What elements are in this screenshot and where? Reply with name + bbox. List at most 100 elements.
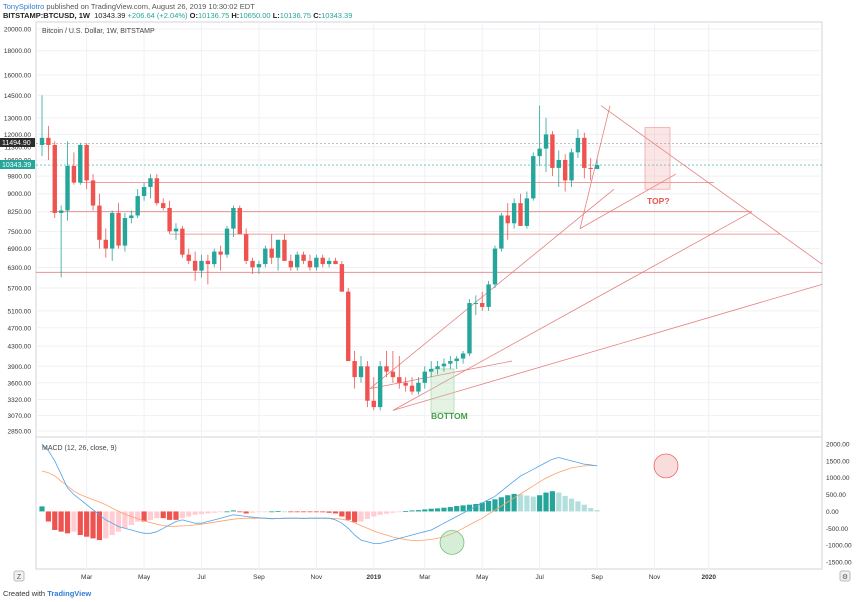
time-tick-label: Sep <box>591 574 603 581</box>
histogram-bar <box>479 502 485 512</box>
candle-body <box>205 260 211 265</box>
settings-button[interactable] <box>13 570 25 582</box>
histogram-bar <box>364 511 370 519</box>
candle-body <box>537 148 542 157</box>
histogram-bar <box>428 508 434 512</box>
time-tick-label: 2020 <box>701 574 716 581</box>
candle-body <box>562 159 568 181</box>
histogram-bar <box>377 511 383 515</box>
histogram-bar <box>575 501 581 512</box>
candle-body <box>243 234 249 261</box>
histogram-bar <box>320 511 326 513</box>
trendline <box>392 211 753 411</box>
candle-body <box>524 198 530 226</box>
histogram-bar <box>179 511 185 519</box>
macd-lines <box>41 443 679 555</box>
candle-body <box>416 382 421 392</box>
candle-body <box>173 228 179 232</box>
histogram-bar <box>300 511 307 513</box>
author-link[interactable]: TonySpilotro <box>3 2 45 11</box>
candle-body <box>339 264 345 292</box>
candle-body <box>295 254 300 268</box>
macd-tick-label: 1500.00 <box>826 458 850 465</box>
trendline <box>579 173 677 229</box>
footer-text: Created with <box>3 589 46 598</box>
current-price-badge <box>0 160 35 169</box>
candle-body <box>78 144 83 183</box>
histogram-bar <box>543 492 549 512</box>
histogram-bar <box>39 506 45 512</box>
histogram-bar <box>568 498 575 512</box>
candle-body <box>556 159 561 168</box>
candle-body <box>384 366 389 372</box>
candle-body <box>250 260 255 268</box>
candle-body <box>148 178 153 187</box>
macd-tick-label: -1500.00 <box>826 560 852 567</box>
histogram-bar <box>135 511 141 522</box>
candle-body <box>594 165 600 169</box>
price-tick-label: 8250.00 <box>8 209 32 216</box>
price-tick-label: 18000.00 <box>4 48 31 55</box>
histogram-bar <box>537 495 543 512</box>
histogram-bar <box>460 505 466 512</box>
candle-body <box>307 260 313 268</box>
histogram-bar <box>281 511 288 513</box>
candle-body <box>129 215 134 219</box>
candle-body <box>116 212 121 246</box>
histogram-bar <box>262 511 268 513</box>
candle-body <box>224 228 230 255</box>
time-tick-label: Nov <box>649 574 661 581</box>
histogram-bar <box>339 511 345 517</box>
histogram-bar <box>77 511 83 536</box>
histogram-bar <box>115 511 122 532</box>
publish-info: TonySpilotro published on TradingView.co… <box>3 2 255 11</box>
candle-body <box>199 260 204 271</box>
candle-body <box>505 215 510 224</box>
histogram-bar <box>371 511 377 517</box>
price-tick-label: 4300.00 <box>8 344 32 351</box>
candle-body <box>499 215 504 249</box>
histogram-bar <box>243 511 249 514</box>
candle-body <box>212 251 217 265</box>
candle-body <box>473 303 479 305</box>
price-tick-label: 11300.00 <box>4 144 31 151</box>
open-value: 10136.75 <box>198 11 230 20</box>
price-tick-label: 12000.00 <box>4 132 31 139</box>
bottom-annotation: BOTTOM <box>431 411 468 421</box>
histogram-bar <box>256 511 262 513</box>
histogram-bar <box>505 495 511 512</box>
histogram-bar <box>530 496 536 512</box>
histogram-bar <box>383 511 390 514</box>
candle-body <box>282 239 287 261</box>
candle-body <box>582 137 587 168</box>
time-tick-label: Mar <box>81 574 93 581</box>
candle-body <box>531 156 536 199</box>
bottom-circle-marker <box>439 530 465 555</box>
histogram-bar <box>122 511 128 529</box>
bottom-zone-box <box>430 368 455 413</box>
price-tick-label: 9000.00 <box>8 191 32 198</box>
candle-body <box>192 260 198 271</box>
candle-body <box>543 134 549 149</box>
candle-body <box>403 382 408 386</box>
time-tick-label: Sep <box>253 574 265 581</box>
candle-body <box>39 137 45 145</box>
tradingview-logo[interactable]: TradingView <box>47 589 92 598</box>
candle-body <box>326 260 332 265</box>
axis-settings-button[interactable] <box>839 570 851 582</box>
histogram-bar <box>128 511 134 525</box>
price-tick-label: 2850.00 <box>8 429 32 436</box>
candle-body <box>263 248 268 265</box>
histogram-bar <box>275 511 281 512</box>
macd-pane[interactable] <box>35 436 823 570</box>
candle-body <box>377 366 383 408</box>
histogram-bar <box>454 506 460 512</box>
histogram-bar <box>198 511 205 515</box>
price-pane[interactable] <box>35 21 823 438</box>
histogram-bar <box>498 497 504 512</box>
candle-body <box>441 363 447 367</box>
price-tick-label: 3070.00 <box>8 413 32 420</box>
candle-body <box>84 144 89 181</box>
candle-body <box>397 377 402 383</box>
